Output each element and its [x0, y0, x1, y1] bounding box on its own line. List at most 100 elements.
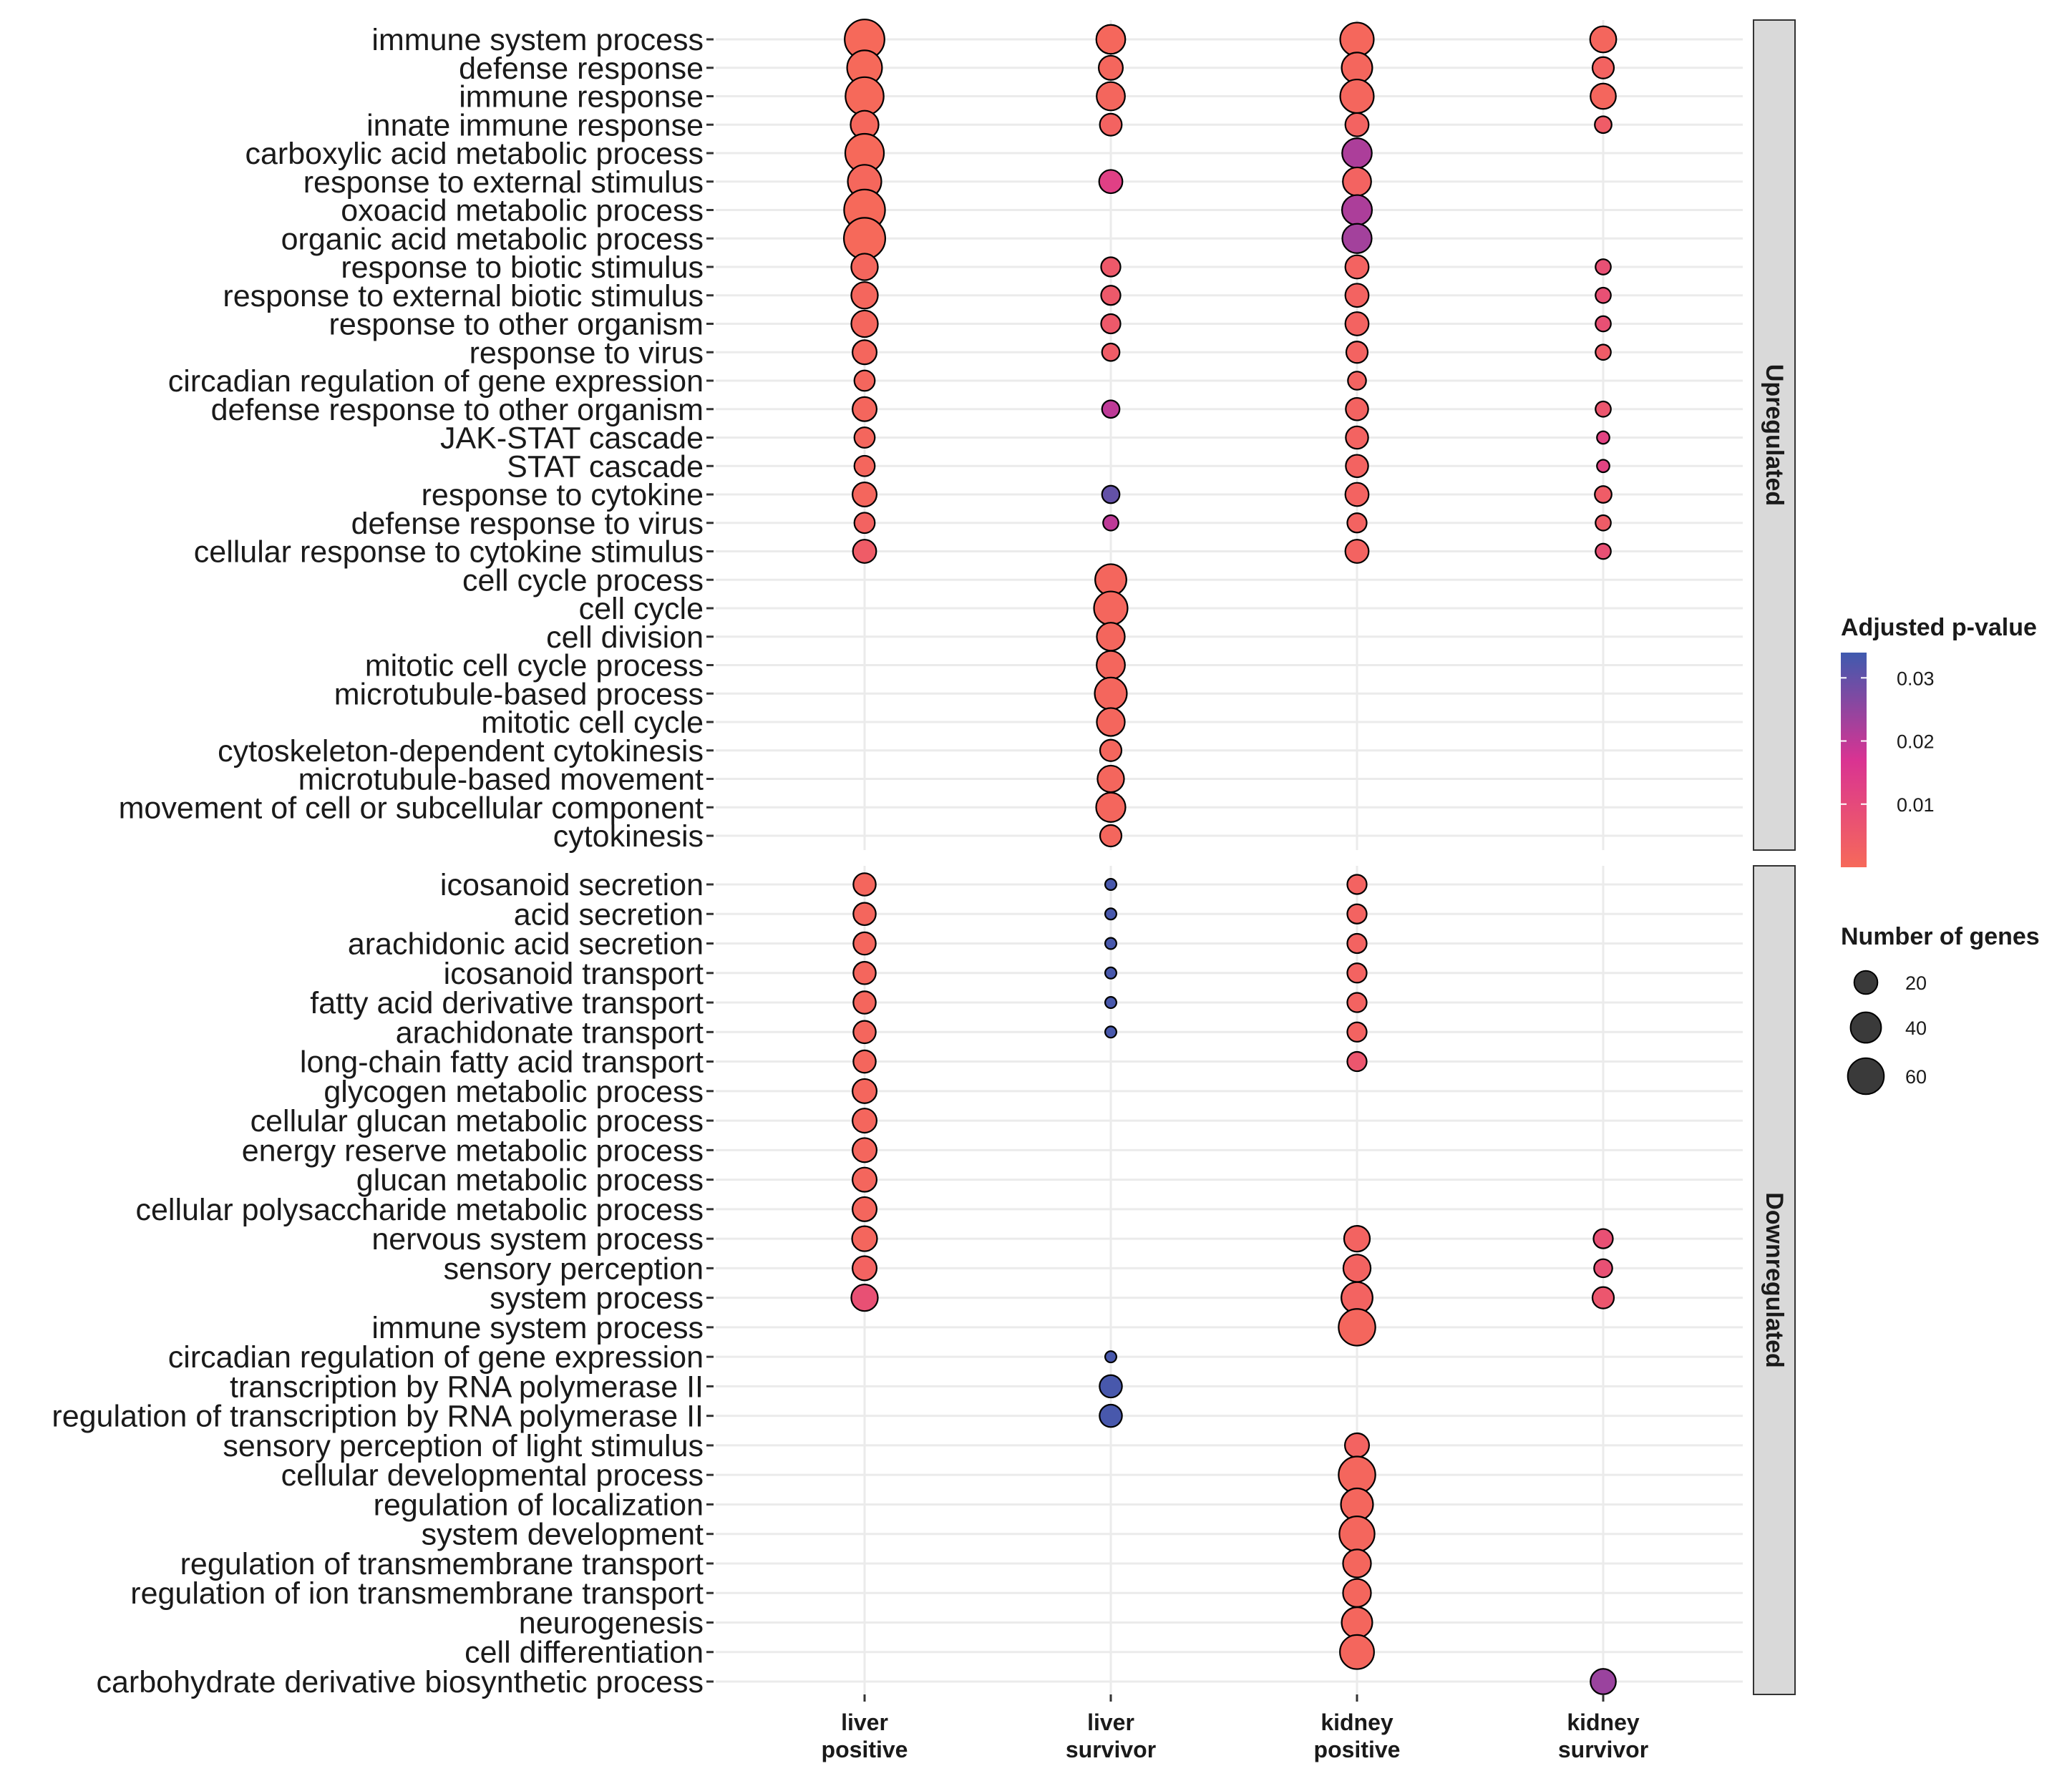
- row-label: icosanoid transport: [444, 957, 704, 991]
- dot-point: [1342, 1254, 1372, 1283]
- dot-point: [1591, 1286, 1615, 1309]
- facet-strips: Upregulated Downregulated: [1753, 19, 1796, 1695]
- row-label: cell differentiation: [465, 1636, 704, 1670]
- dot-point: [1104, 966, 1117, 980]
- row-label: sensory perception: [444, 1252, 704, 1286]
- dot-point: [852, 1020, 877, 1045]
- dot-point: [852, 1078, 877, 1104]
- dot-point: [1344, 311, 1370, 336]
- size-legend-label: 40: [1905, 1018, 1927, 1039]
- data-points: [842, 19, 1618, 1695]
- dot-point: [1346, 1050, 1368, 1073]
- dot-point: [1596, 430, 1610, 445]
- dot-point: [853, 426, 876, 449]
- dot-point: [1096, 707, 1126, 737]
- row-label: response to other organism: [329, 308, 704, 342]
- column-label: kidney survivor: [1558, 1709, 1648, 1762]
- dot-point: [1341, 223, 1373, 254]
- dot-point: [852, 931, 877, 956]
- row-label: defense response to virus: [351, 507, 704, 541]
- grid-lines: [706, 20, 1743, 1694]
- dot-point: [1346, 932, 1368, 955]
- dot-point: [1595, 315, 1612, 333]
- dot-point: [1341, 194, 1373, 226]
- dot-point: [1339, 1634, 1375, 1670]
- dot-point: [1096, 622, 1126, 652]
- row-label: response to external biotic stimulus: [223, 279, 704, 313]
- dot-point: [853, 369, 876, 392]
- dot-point: [850, 309, 879, 338]
- facet-strip-label: Upregulated: [1761, 364, 1788, 506]
- dot-point: [1341, 52, 1373, 84]
- dot-point: [1099, 1403, 1123, 1428]
- dot-point: [850, 281, 879, 310]
- dot-point: [1346, 1021, 1368, 1043]
- dot-point: [1104, 907, 1117, 921]
- dot-point: [851, 1225, 878, 1252]
- dot-point: [1098, 169, 1124, 195]
- row-label: arachidonic acid secretion: [348, 927, 704, 962]
- dot-point: [1096, 81, 1126, 112]
- size-legend-key: [1849, 1011, 1882, 1044]
- facet-strip-label: Downregulated: [1761, 1192, 1788, 1368]
- dot-point: [1099, 824, 1123, 848]
- row-label: regulation of ion transmembrane transpor…: [130, 1576, 704, 1611]
- row-label: organic acid metabolic process: [281, 222, 704, 256]
- color-legend-title: Adjusted p-value: [1841, 614, 2037, 641]
- size-legend-label: 20: [1905, 972, 1927, 994]
- dot-point: [1093, 590, 1129, 626]
- row-label: response to cytokine: [422, 478, 704, 512]
- row-label: arachidonate transport: [396, 1015, 704, 1050]
- dot-point: [1595, 343, 1612, 361]
- row-label: mitotic cell cycle process: [365, 649, 704, 683]
- dot-point: [1104, 1025, 1117, 1039]
- dot-point: [852, 539, 877, 564]
- dot-point: [1099, 112, 1123, 137]
- dot-point: [1099, 1374, 1123, 1399]
- dot-point: [852, 1108, 877, 1134]
- dot-point: [1096, 764, 1125, 794]
- row-label: microtubule-based movement: [298, 763, 704, 797]
- row-label: regulation of transcription by RNA polym…: [52, 1400, 704, 1434]
- dot-point: [1589, 25, 1618, 54]
- dot-point: [852, 1196, 877, 1222]
- dot-point: [1346, 512, 1368, 534]
- dot-point: [853, 512, 876, 535]
- row-label: microtubule-based process: [334, 677, 704, 711]
- row-label: immune system process: [371, 23, 704, 57]
- dot-point: [1595, 542, 1612, 560]
- row-label: JAK-STAT cascade: [440, 421, 704, 456]
- dot-point: [1339, 21, 1375, 57]
- dot-point: [1099, 738, 1123, 762]
- dot-point: [1596, 459, 1610, 474]
- dot-point: [1100, 285, 1122, 306]
- x-axis: liver positive liver survivor kidney positive…: [822, 1694, 1648, 1762]
- dot-point: [1095, 791, 1127, 823]
- dot-point: [1345, 454, 1369, 479]
- row-label: cytokinesis: [553, 819, 704, 854]
- dot-point: [1594, 485, 1613, 504]
- dot-point: [1342, 1548, 1372, 1579]
- dot-point: [1343, 1224, 1371, 1253]
- column-label: liver survivor: [1066, 1709, 1156, 1762]
- dot-point: [1101, 484, 1121, 504]
- dot-point: [1595, 286, 1612, 304]
- dot-point: [1345, 396, 1369, 421]
- dot-point: [850, 253, 879, 281]
- dot-point: [1346, 962, 1368, 984]
- facet-strip-upregulated: [1753, 19, 1796, 851]
- dot-point: [1346, 874, 1368, 895]
- row-label: cytoskeleton-dependent cytokinesis: [218, 734, 704, 769]
- row-label: cellular response to cytokine stimulus: [194, 535, 704, 570]
- dot-point: [1346, 992, 1368, 1013]
- row-label: immune response: [459, 80, 704, 114]
- dot-point: [1342, 1578, 1372, 1608]
- column-label: kidney positive: [1314, 1709, 1401, 1762]
- size-legend-label: 60: [1905, 1066, 1927, 1088]
- dot-point: [1101, 399, 1121, 419]
- dot-point: [1347, 371, 1367, 391]
- dot-point: [852, 1137, 877, 1163]
- dot-point: [1104, 878, 1117, 891]
